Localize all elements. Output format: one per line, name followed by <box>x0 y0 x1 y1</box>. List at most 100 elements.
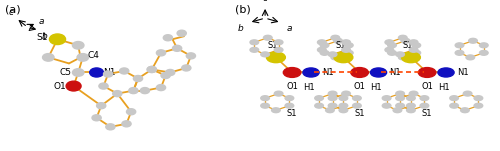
Circle shape <box>464 91 472 96</box>
Circle shape <box>396 91 404 96</box>
Circle shape <box>406 103 415 108</box>
Circle shape <box>339 103 347 108</box>
Text: N1: N1 <box>390 68 401 77</box>
Circle shape <box>66 81 81 91</box>
Circle shape <box>344 50 353 55</box>
Text: H1: H1 <box>303 83 314 92</box>
Circle shape <box>339 96 347 101</box>
Circle shape <box>412 50 420 55</box>
Text: O1: O1 <box>354 82 366 91</box>
Circle shape <box>398 35 407 40</box>
Circle shape <box>274 47 283 52</box>
Text: O1: O1 <box>54 82 66 91</box>
Circle shape <box>274 40 283 45</box>
Circle shape <box>398 55 407 60</box>
Circle shape <box>402 52 420 63</box>
Circle shape <box>342 91 350 96</box>
Circle shape <box>406 96 415 101</box>
Circle shape <box>99 83 108 89</box>
Circle shape <box>122 121 131 127</box>
Circle shape <box>460 108 469 113</box>
Circle shape <box>156 85 166 91</box>
Circle shape <box>455 43 464 48</box>
Circle shape <box>320 43 329 48</box>
Circle shape <box>396 96 404 101</box>
Circle shape <box>410 40 418 45</box>
Circle shape <box>250 47 258 52</box>
Circle shape <box>480 43 488 48</box>
Circle shape <box>261 96 270 101</box>
Circle shape <box>186 53 196 59</box>
Circle shape <box>393 108 402 113</box>
Circle shape <box>382 103 391 108</box>
Text: c: c <box>9 8 14 17</box>
Text: S1: S1 <box>268 41 278 50</box>
Circle shape <box>342 40 350 45</box>
Circle shape <box>106 124 115 130</box>
Circle shape <box>129 88 138 94</box>
Circle shape <box>320 50 329 55</box>
Circle shape <box>396 52 404 57</box>
Text: b: b <box>42 32 47 41</box>
Circle shape <box>261 103 270 108</box>
Circle shape <box>318 40 326 45</box>
Circle shape <box>315 96 324 101</box>
Circle shape <box>474 96 482 101</box>
Circle shape <box>134 76 142 82</box>
Circle shape <box>344 43 353 48</box>
Circle shape <box>352 96 361 101</box>
Circle shape <box>406 108 415 113</box>
Circle shape <box>331 55 340 60</box>
Circle shape <box>418 67 436 77</box>
Circle shape <box>164 35 172 41</box>
Circle shape <box>438 68 454 77</box>
Circle shape <box>328 91 337 96</box>
Circle shape <box>285 103 294 108</box>
Circle shape <box>370 68 386 77</box>
Circle shape <box>261 52 270 57</box>
Circle shape <box>92 115 101 121</box>
Circle shape <box>410 47 418 52</box>
Circle shape <box>156 50 166 56</box>
Circle shape <box>284 67 301 77</box>
Circle shape <box>285 96 294 101</box>
Text: O1: O1 <box>286 82 298 91</box>
Circle shape <box>468 38 477 43</box>
Circle shape <box>112 91 122 97</box>
Circle shape <box>172 45 182 51</box>
Circle shape <box>410 91 418 96</box>
Circle shape <box>182 65 191 71</box>
Circle shape <box>401 38 410 43</box>
Circle shape <box>450 96 458 101</box>
Text: N1: N1 <box>104 68 116 77</box>
Circle shape <box>339 108 347 113</box>
Circle shape <box>318 47 326 52</box>
Circle shape <box>328 52 337 57</box>
Circle shape <box>385 40 394 45</box>
Circle shape <box>161 72 170 79</box>
Text: N1: N1 <box>457 68 468 77</box>
Circle shape <box>352 103 361 108</box>
Circle shape <box>266 52 285 63</box>
Text: a: a <box>39 17 44 26</box>
Circle shape <box>96 103 106 109</box>
Text: H1: H1 <box>370 83 382 92</box>
Circle shape <box>474 103 482 108</box>
Text: N1: N1 <box>322 68 334 77</box>
Circle shape <box>72 42 84 49</box>
Circle shape <box>104 71 112 77</box>
Circle shape <box>147 66 156 72</box>
Text: a: a <box>286 24 292 33</box>
Circle shape <box>42 54 54 61</box>
Circle shape <box>342 47 350 52</box>
Text: S1: S1 <box>336 41 346 50</box>
Circle shape <box>455 50 464 55</box>
Circle shape <box>250 40 258 45</box>
Text: c: c <box>262 0 268 3</box>
Circle shape <box>77 54 88 61</box>
Circle shape <box>140 88 149 94</box>
Circle shape <box>385 47 394 52</box>
Circle shape <box>420 103 428 108</box>
Circle shape <box>120 68 129 74</box>
Circle shape <box>72 69 84 76</box>
